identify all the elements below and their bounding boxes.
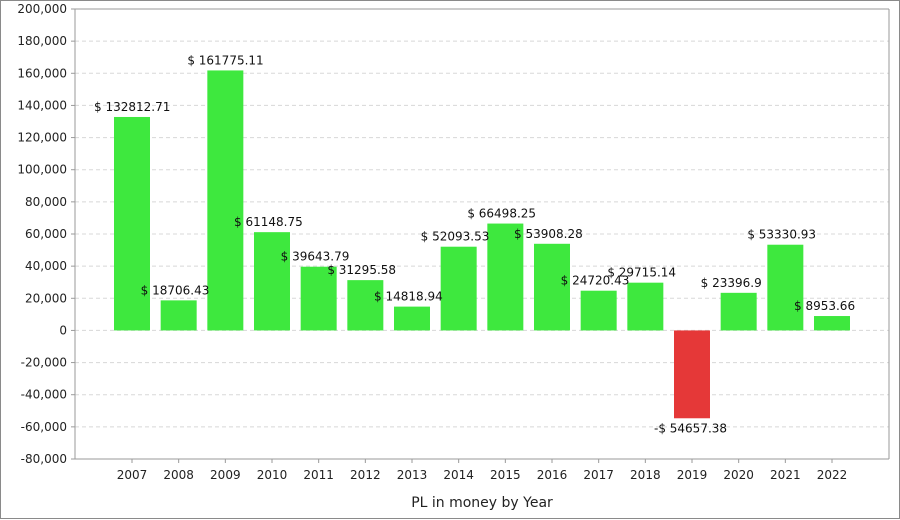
data-label: $ 53330.93 bbox=[747, 228, 816, 242]
x-tick-label: 2017 bbox=[583, 468, 614, 482]
y-tick-label: 100,000 bbox=[17, 163, 67, 177]
x-tick-label: 2021 bbox=[770, 468, 801, 482]
x-tick-label: 2010 bbox=[257, 468, 288, 482]
bar-2019 bbox=[674, 330, 710, 419]
y-tick-label: 40,000 bbox=[25, 259, 67, 273]
bar-2018 bbox=[627, 282, 664, 331]
bar-2013 bbox=[394, 306, 430, 331]
y-tick-labels: 200,000 180,000 160,000 140,000 120,000 100,0… bbox=[17, 2, 75, 466]
bar-2021 bbox=[767, 244, 804, 331]
y-tick-label: 140,000 bbox=[17, 98, 67, 112]
y-tick-label: -20,000 bbox=[21, 356, 67, 370]
data-label: $ 18706.43 bbox=[141, 283, 210, 297]
data-label: $ 29715.14 bbox=[607, 266, 676, 280]
x-tick-label: 2015 bbox=[490, 468, 521, 482]
x-axis-title: PL in money by Year bbox=[411, 495, 553, 511]
x-tick-label: 2013 bbox=[397, 468, 428, 482]
bar-2016 bbox=[534, 243, 570, 331]
data-label: $ 23396.9 bbox=[701, 276, 762, 290]
x-tick-label: 2008 bbox=[163, 468, 194, 482]
bar-2020 bbox=[720, 292, 757, 331]
x-tick-label: 2016 bbox=[537, 468, 568, 482]
y-tick-label: 60,000 bbox=[25, 227, 67, 241]
x-tick-label: 2007 bbox=[117, 468, 148, 482]
data-label: $ 14818.94 bbox=[374, 290, 443, 304]
data-label: $ 161775.11 bbox=[187, 53, 263, 67]
x-tick-label: 2014 bbox=[443, 468, 474, 482]
x-tick-labels: 2007 2008 2009 2010 2011 2012 2013 2014 2015 2016… bbox=[117, 459, 848, 482]
y-tick-label: 80,000 bbox=[25, 195, 67, 209]
data-label: $ 39643.79 bbox=[281, 250, 350, 264]
y-tick-label: 200,000 bbox=[17, 2, 67, 16]
bar-2014 bbox=[440, 246, 477, 331]
bar-2015 bbox=[487, 223, 524, 331]
data-label: $ 31295.58 bbox=[327, 263, 396, 277]
data-label: $ 61148.75 bbox=[234, 215, 303, 229]
bar-2010 bbox=[254, 232, 290, 331]
x-tick-label: 2011 bbox=[303, 468, 334, 482]
data-label: $ 24720.43 bbox=[561, 274, 630, 288]
data-label: $ 8953.66 bbox=[794, 299, 855, 313]
data-label: $ 66498.25 bbox=[467, 207, 536, 221]
y-tick-label: -40,000 bbox=[21, 388, 67, 402]
y-tick-label: 0 bbox=[59, 323, 67, 337]
y-tick-label: 180,000 bbox=[17, 34, 67, 48]
data-label: $ 132812.71 bbox=[94, 100, 170, 114]
x-tick-label: 2012 bbox=[350, 468, 381, 482]
axes bbox=[74, 8, 890, 460]
x-tick-label: 2020 bbox=[723, 468, 754, 482]
bar-2008 bbox=[160, 300, 197, 331]
x-tick-label: 2009 bbox=[210, 468, 241, 482]
y-tick-label: 120,000 bbox=[17, 131, 67, 145]
bar-2022 bbox=[814, 316, 850, 331]
bar-2017 bbox=[580, 290, 617, 331]
y-tick-label: -60,000 bbox=[21, 420, 67, 434]
data-label: -$ 54657.38 bbox=[654, 421, 727, 435]
data-label: $ 52093.53 bbox=[421, 230, 490, 244]
x-tick-label: 2018 bbox=[630, 468, 661, 482]
bar-2009 bbox=[207, 70, 244, 331]
bar-2011 bbox=[300, 266, 337, 331]
data-labels: $ 132812.71 $ 18706.43 $ 161775.11 $ 61148.… bbox=[94, 53, 855, 435]
bar-2012 bbox=[347, 280, 384, 331]
bar-2007 bbox=[114, 116, 150, 331]
y-tick-label: -80,000 bbox=[21, 452, 67, 466]
bars bbox=[114, 70, 850, 419]
y-tick-label: 160,000 bbox=[17, 66, 67, 80]
data-label: $ 53908.28 bbox=[514, 227, 583, 241]
x-tick-label: 2022 bbox=[817, 468, 848, 482]
y-tick-label: 20,000 bbox=[25, 291, 67, 305]
x-tick-label: 2019 bbox=[677, 468, 708, 482]
